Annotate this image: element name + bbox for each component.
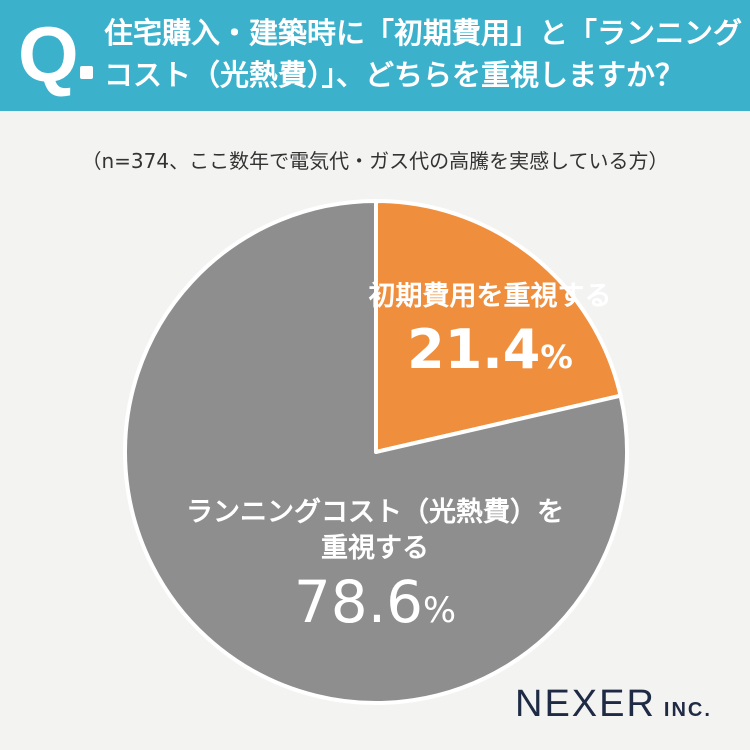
question-line-2: コスト（光熱費）」、どちらを重視しますか？ xyxy=(104,58,685,92)
slice-value-initial-cost: 21.4% xyxy=(345,318,635,381)
slice-value-initial-cost-unit: % xyxy=(540,338,573,376)
question-header: Q 住宅購入・建築時に「初期費用」と「ランニング コスト（光熱費）」、どちらを重… xyxy=(0,0,750,111)
q-mark: Q xyxy=(18,10,79,98)
slice-value-running-cost-number: 78.6 xyxy=(293,568,424,636)
q-dot-decoration xyxy=(80,66,93,79)
slice-value-running-cost: 78.6% xyxy=(165,568,585,636)
question-line-1: 住宅購入・建築時に「初期費用」と「ランニング xyxy=(104,16,743,50)
pie-slice-initial-cost xyxy=(374,199,623,454)
slice-value-running-cost-unit: % xyxy=(423,591,457,631)
slice-label-running-cost: ランニングコスト（光熱費）を 重視する xyxy=(165,495,585,567)
sample-note: （n=374、ここ数年で電気代・ガス代の高騰を実感している方） xyxy=(81,149,669,173)
slice-value-initial-cost-number: 21.4 xyxy=(407,318,541,381)
question-text: 住宅購入・建築時に「初期費用」と「ランニング コスト（光熱費）」、どちらを重視し… xyxy=(104,12,744,96)
slice-label-running-cost-line-2: 重視する xyxy=(321,533,429,564)
logo-main-text: NEXER xyxy=(515,683,656,725)
pie-slice-running-cost xyxy=(123,199,629,705)
logo-suffix-text: INC. xyxy=(663,699,712,721)
slice-label-running-cost-line-1: ランニングコスト（光熱費）を xyxy=(186,497,564,528)
slice-label-initial-cost: 初期費用を重視する xyxy=(368,281,612,312)
nexer-logo: NEXER INC. xyxy=(515,683,712,726)
